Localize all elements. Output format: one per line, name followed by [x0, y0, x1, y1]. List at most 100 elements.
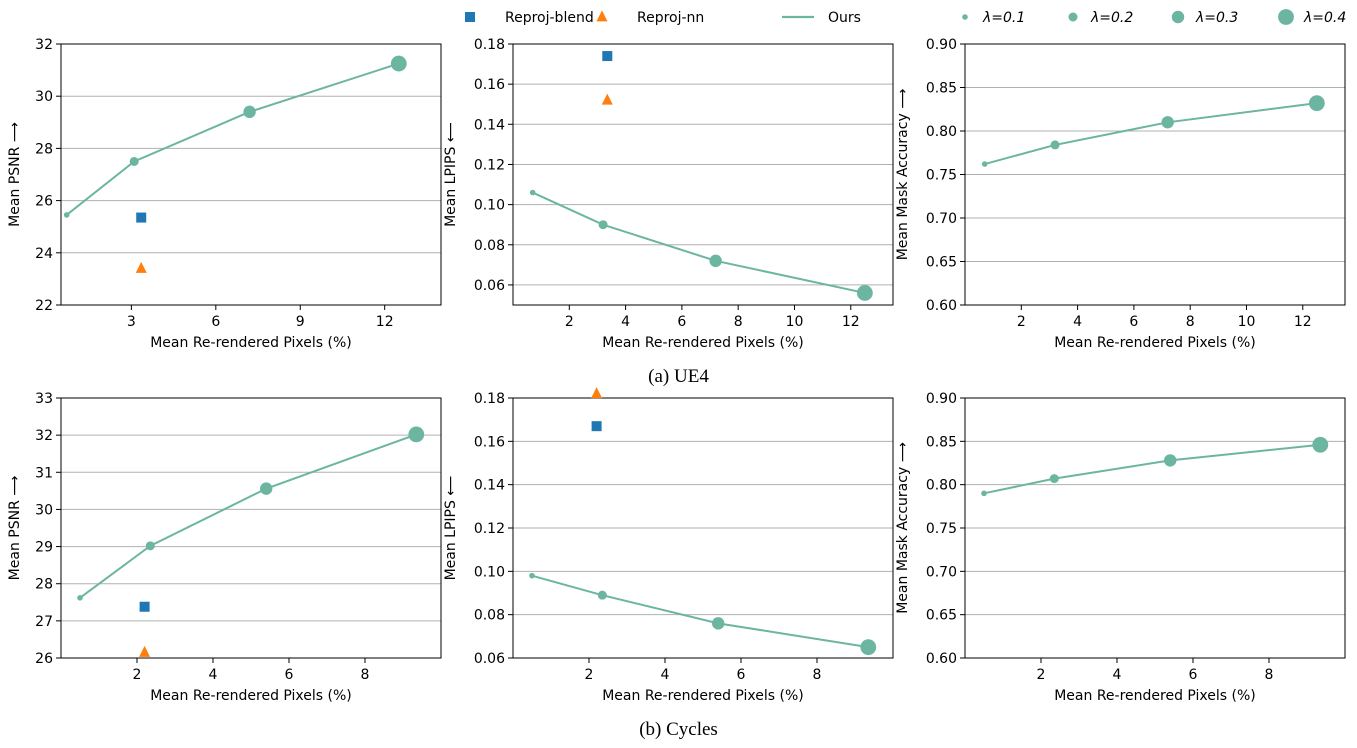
y-tick-label: 0.16	[474, 434, 505, 450]
y-tick-label: 32	[35, 37, 53, 53]
y-axis-label: Mean Mask Accuracy ⟶	[895, 89, 911, 261]
x-tick-label: 4	[209, 667, 218, 683]
y-tick-label: 28	[35, 577, 53, 593]
y-tick-label: 0.12	[474, 157, 505, 173]
x-axis-label: Mean Re-rendered Pixels (%)	[602, 335, 804, 351]
y-tick-label: 26	[35, 651, 53, 667]
data-point-ours	[1308, 95, 1325, 112]
y-tick-label: 0.14	[474, 478, 505, 494]
legend-square-marker	[465, 12, 475, 22]
data-point-ours	[1049, 474, 1059, 484]
data-point-ours	[1164, 454, 1177, 467]
y-axis-label: Mean PSNR ⟶	[7, 122, 23, 227]
legend-label: Reproj-nn	[637, 10, 704, 26]
y-tick-label: 0.65	[926, 608, 957, 624]
data-point-ours	[145, 541, 155, 551]
x-tick-label: 8	[1186, 314, 1195, 330]
data-point-ours	[981, 161, 988, 167]
data-point-ours	[1050, 140, 1060, 150]
legend-item: Ours	[782, 10, 861, 26]
y-tick-label: 0.10	[474, 564, 505, 580]
legend-label: Ours	[828, 10, 861, 26]
x-tick-label: 4	[1073, 314, 1082, 330]
y-tick-label: 0.08	[474, 238, 505, 254]
x-tick-label: 2	[1037, 667, 1046, 683]
legend-item: Reproj-blend	[465, 10, 594, 26]
x-tick-label: 8	[734, 314, 743, 330]
data-point-ours	[63, 212, 70, 218]
data-point-ours	[856, 285, 873, 301]
y-tick-label: 32	[35, 428, 53, 444]
data-point-ours	[597, 590, 607, 600]
x-axis-label: Mean Re-rendered Pixels (%)	[1054, 335, 1256, 351]
x-tick-label: 3	[127, 314, 136, 330]
series-line-ours	[983, 443, 1321, 495]
x-axis-label: Mean Re-rendered Pixels (%)	[1054, 688, 1256, 704]
y-tick-label: 0.80	[926, 124, 957, 140]
legend-item: λ=0.2	[1068, 10, 1133, 26]
x-tick-label: 6	[737, 667, 746, 683]
y-tick-label: 0.18	[474, 391, 505, 407]
x-tick-label: 12	[376, 314, 394, 330]
series-line-ours	[532, 191, 866, 294]
x-tick-label: 6	[1129, 314, 1138, 330]
x-tick-label: 10	[1238, 314, 1256, 330]
x-tick-label: 9	[296, 314, 305, 330]
data-point-reproj-nn	[591, 387, 603, 399]
y-tick-label: 0.60	[926, 298, 957, 314]
legend-item: Reproj-nn	[596, 10, 704, 26]
series-line-ours	[984, 102, 1317, 166]
data-point-reproj-blend	[139, 601, 150, 612]
x-tick-label: 4	[621, 314, 630, 330]
legend-item: λ=0.4	[1278, 9, 1346, 26]
data-point-ours	[598, 220, 608, 230]
legend-item: λ=0.1	[962, 10, 1025, 26]
y-tick-label: 0.85	[926, 81, 957, 97]
data-point-reproj-nn	[139, 645, 151, 657]
data-point-reproj-nn	[135, 261, 147, 273]
y-tick-label: 28	[35, 141, 53, 157]
data-point-ours	[529, 189, 536, 196]
x-tick-label: 12	[1294, 314, 1312, 330]
plot-frame	[60, 397, 442, 659]
y-tick-label: 0.70	[926, 211, 957, 227]
data-point-ours	[129, 156, 139, 166]
y-tick-label: 0.85	[926, 434, 957, 450]
y-axis-label: Mean LPIPS ⟵	[443, 122, 459, 227]
data-point-reproj-blend	[602, 51, 613, 62]
x-axis-label: Mean Re-rendered Pixels (%)	[602, 688, 804, 704]
y-tick-label: 26	[35, 194, 53, 210]
x-tick-label: 6	[285, 667, 294, 683]
x-tick-label: 8	[813, 667, 822, 683]
legend-circle-marker	[1278, 9, 1294, 25]
y-tick-label: 0.16	[474, 77, 505, 93]
chart-panel: 0.60 0.65 0.70 0.75 0.80 0.85 0.90 2 4 6 8 10 12 Mean…	[895, 37, 1346, 351]
y-tick-label: 0.80	[926, 478, 957, 494]
y-tick-label: 22	[35, 298, 53, 314]
y-tick-label: 30	[35, 502, 53, 518]
legend-triangle-marker	[596, 10, 608, 22]
x-tick-label: 4	[1113, 667, 1122, 683]
x-tick-label: 6	[1189, 667, 1198, 683]
y-tick-label: 0.60	[926, 651, 957, 667]
y-tick-label: 24	[35, 246, 53, 262]
x-tick-label: 6	[677, 314, 686, 330]
y-tick-label: 0.12	[474, 521, 505, 537]
chart-panel: 22 24 26 28 30 32 3 6 9 12 Mean Re-rendered Pixels…	[7, 37, 442, 351]
y-tick-label: 0.18	[474, 37, 505, 53]
x-tick-label: 2	[1017, 314, 1026, 330]
data-point-ours	[243, 105, 256, 119]
x-tick-label: 2	[565, 314, 574, 330]
y-tick-label: 0.75	[926, 521, 957, 537]
plot-frame	[512, 43, 894, 306]
y-tick-label: 30	[35, 89, 53, 105]
y-tick-label: 0.75	[926, 168, 957, 184]
data-point-ours	[1161, 116, 1174, 129]
data-point-ours	[77, 595, 83, 601]
legend-label: λ=0.4	[1303, 10, 1346, 26]
series-line-ours	[66, 62, 400, 216]
x-tick-label: 12	[842, 314, 860, 330]
plot-frame	[60, 43, 442, 306]
x-tick-label: 8	[361, 667, 370, 683]
data-point-ours	[529, 572, 535, 579]
